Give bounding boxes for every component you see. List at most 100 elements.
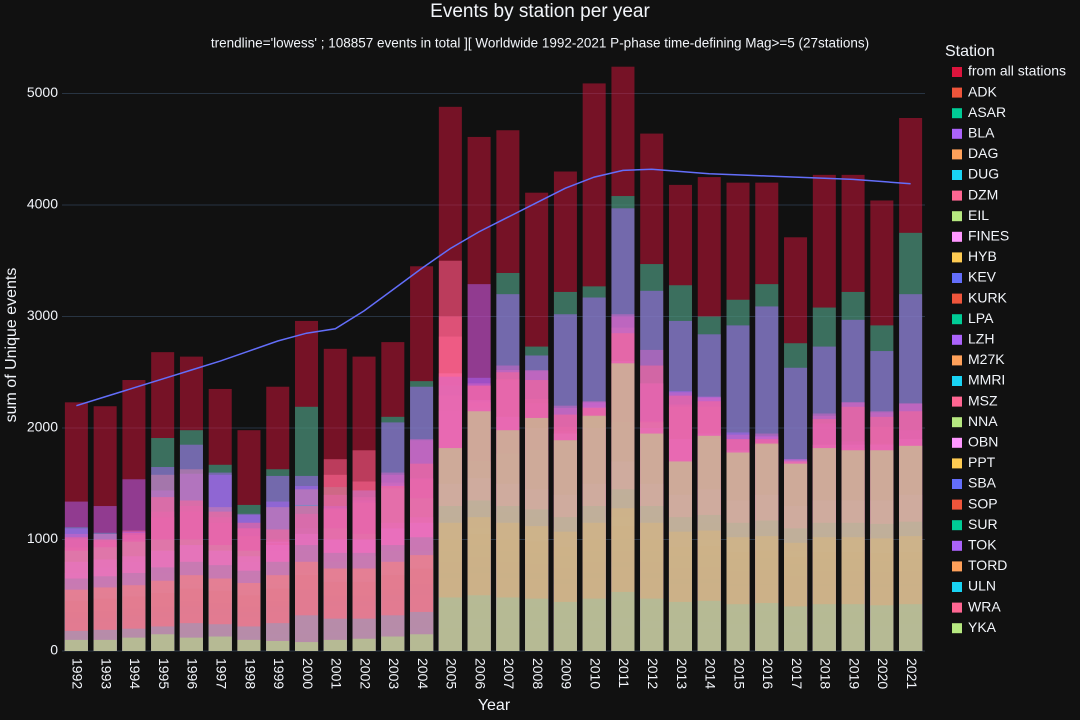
x-tick-label: 2014 [703, 658, 719, 689]
y-tick-label: 0 [50, 642, 58, 658]
x-tick-label: 2009 [559, 658, 575, 689]
y-tick-label: 5000 [27, 84, 58, 100]
bar [611, 363, 635, 651]
x-tick-label: 2008 [530, 658, 546, 689]
legend-label: TORD [968, 557, 1007, 573]
x-tick-label: 2001 [329, 658, 345, 689]
bar [122, 637, 146, 651]
bar [496, 430, 520, 651]
bar [668, 461, 692, 651]
x-tick-label: 2015 [731, 658, 747, 689]
legend-marker [952, 314, 962, 325]
legend-label: LPA [968, 310, 994, 326]
legend-marker [952, 540, 962, 551]
legend-marker [952, 499, 962, 510]
bar [208, 511, 232, 651]
y-tick-label: 4000 [27, 196, 58, 212]
x-tick-label: 1996 [185, 658, 201, 689]
bar [266, 529, 290, 651]
legend-marker [952, 128, 962, 139]
bar [151, 497, 175, 651]
bar [525, 417, 549, 651]
x-tick-label: 2013 [674, 658, 690, 689]
legend-label: ADK [968, 83, 997, 99]
legend-marker [952, 108, 962, 119]
bar [323, 474, 347, 651]
legend-marker [952, 149, 962, 160]
bar [784, 463, 808, 651]
chart-subtitle: trendline='lowess' ; 108857 events in to… [211, 36, 869, 51]
x-tick-label: 1999 [271, 658, 287, 689]
legend-label: LZH [968, 331, 994, 347]
bar [467, 411, 491, 651]
x-tick-label: 1993 [98, 658, 114, 689]
legend-label: BLA [968, 125, 995, 141]
legend-label: ULN [968, 578, 996, 594]
x-tick-label: 2021 [904, 658, 920, 689]
legend-label: DUG [968, 166, 999, 182]
legend-label: ASAR [968, 104, 1006, 120]
x-tick-label: 2002 [357, 658, 373, 689]
x-tick-label: 2007 [501, 658, 517, 689]
x-axis-title: Year [478, 697, 511, 714]
legend-label: EIL [968, 207, 989, 223]
x-tick-label: 1994 [127, 658, 143, 689]
legend-label: PPT [968, 454, 996, 470]
bar [352, 638, 376, 651]
bar [266, 640, 290, 651]
bar [295, 506, 319, 651]
legend-marker [952, 211, 962, 222]
legend-label: WRA [968, 598, 1001, 614]
legend-label: DAG [968, 145, 998, 161]
x-tick-label: 2018 [818, 658, 834, 689]
bar [841, 450, 865, 651]
legend-marker [952, 334, 962, 345]
legend-label: DZM [968, 186, 998, 202]
legend-marker [952, 602, 962, 613]
legend-label: M27K [968, 351, 1005, 367]
x-tick-label: 2020 [875, 658, 891, 689]
legend-label: MMRI [968, 372, 1005, 388]
bar [64, 639, 88, 651]
bar [237, 639, 261, 651]
bar [899, 445, 923, 651]
x-tick-label: 2000 [300, 658, 316, 689]
legend-marker [952, 170, 962, 180]
legend-label: TOK [968, 537, 997, 553]
bar [812, 448, 836, 651]
legend-label: FINES [968, 228, 1009, 244]
bar [295, 642, 319, 651]
y-tick-label: 2000 [27, 419, 58, 435]
legend-marker [952, 623, 962, 634]
bar [64, 537, 88, 651]
x-tick-label: 1998 [242, 658, 258, 689]
legend-marker [952, 396, 962, 407]
legend-title: Station [945, 43, 995, 60]
bar [381, 636, 405, 651]
y-tick-label: 3000 [27, 307, 58, 323]
chart-title: Events by station per year [430, 1, 650, 22]
legend-label: KEV [968, 269, 997, 285]
legend-label: YKA [968, 619, 997, 635]
y-axis-title: sum of Unique events [3, 268, 20, 423]
legend-marker [952, 479, 962, 489]
x-tick-label: 2005 [444, 658, 460, 689]
bar [697, 435, 721, 651]
legend-label: SUR [968, 516, 998, 532]
legend-label: KURK [968, 289, 1008, 305]
bar [352, 481, 376, 651]
legend-marker [952, 67, 962, 77]
y-tick-label: 1000 [27, 530, 58, 546]
bar [755, 443, 779, 651]
x-tick-label: 2006 [472, 658, 488, 689]
legend-label: SBA [968, 475, 997, 491]
bar [179, 637, 203, 651]
trendline [76, 168, 911, 407]
bar [323, 639, 347, 651]
legend-marker [952, 520, 962, 531]
bar [582, 415, 606, 651]
legend-marker [952, 293, 962, 304]
bar [179, 500, 203, 651]
legend-label: SOP [968, 495, 998, 511]
